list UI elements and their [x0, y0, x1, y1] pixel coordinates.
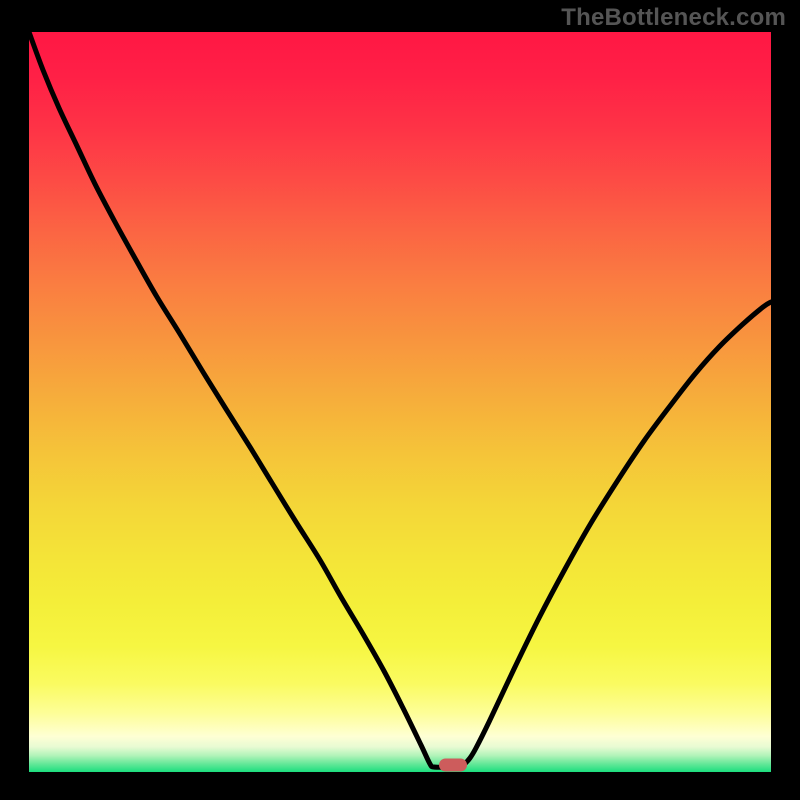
watermark-text: TheBottleneck.com [561, 4, 786, 32]
plot-background [29, 32, 771, 772]
plot-area [29, 32, 771, 772]
chart-frame: TheBottleneck.com [0, 0, 800, 800]
chart-svg [29, 32, 771, 772]
marker-pill [439, 759, 467, 772]
